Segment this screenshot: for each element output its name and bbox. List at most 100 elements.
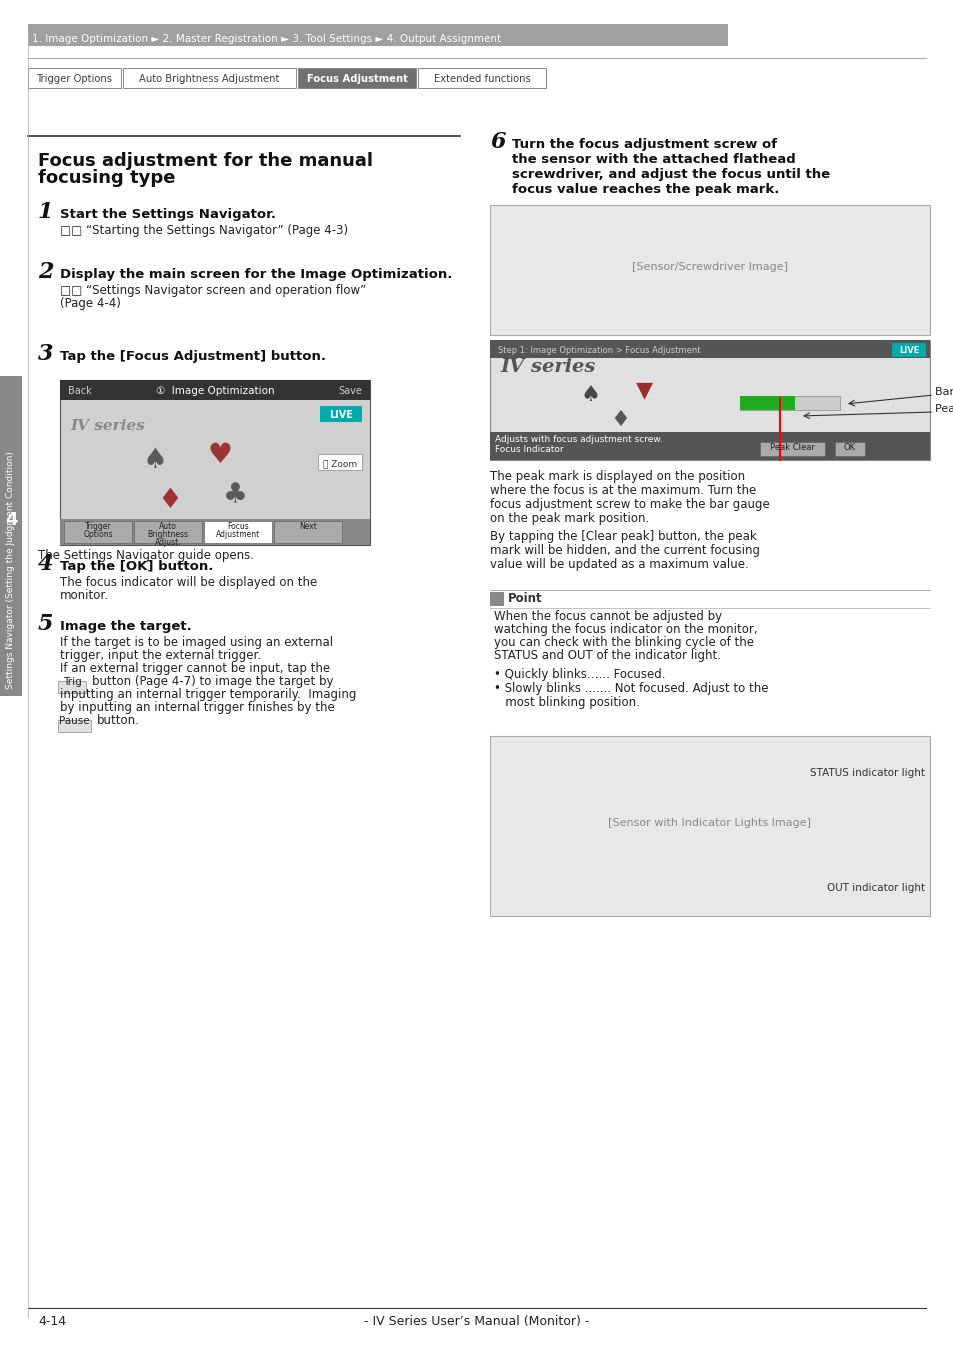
Bar: [123, 67, 295, 88]
Bar: [60, 380, 370, 400]
Text: 3: 3: [38, 342, 53, 365]
Text: OK: OK: [843, 443, 855, 452]
Text: Auto: Auto: [159, 522, 176, 531]
Text: ♥: ♥: [208, 441, 233, 469]
Text: 4-14: 4-14: [38, 1316, 66, 1328]
Text: Focus Indicator: Focus Indicator: [495, 445, 563, 454]
Text: Adjust.: Adjust.: [154, 538, 181, 547]
Bar: [740, 396, 840, 410]
Bar: [417, 67, 545, 88]
Text: [Sensor with Indicator Lights Image]: [Sensor with Indicator Lights Image]: [608, 818, 811, 828]
Text: monitor.: monitor.: [60, 589, 109, 603]
Text: you can check with the blinking cycle of the: you can check with the blinking cycle of…: [494, 636, 753, 648]
Text: 1. Image Optimization ► 2. Master Registration ► 3. Tool Settings ► 4. Output As: 1. Image Optimization ► 2. Master Regist…: [32, 34, 500, 44]
Text: where the focus is at the maximum. Turn the: where the focus is at the maximum. Turn …: [490, 484, 756, 497]
Bar: [891, 342, 925, 357]
Text: Back: Back: [68, 386, 91, 396]
Text: Turn the focus adjustment screw of: Turn the focus adjustment screw of: [512, 137, 777, 151]
Bar: [28, 24, 727, 46]
Text: inputting an internal trigger temporarily.  Imaging: inputting an internal trigger temporaril…: [60, 687, 356, 701]
Text: The focus indicator will be displayed on the: The focus indicator will be displayed on…: [60, 576, 317, 589]
Text: 4: 4: [38, 553, 53, 576]
Bar: [490, 736, 929, 917]
Bar: [0, 376, 22, 696]
Text: button.: button.: [97, 714, 140, 727]
Text: Step 1: Image Optimization > Focus Adjustment: Step 1: Image Optimization > Focus Adjus…: [497, 346, 700, 355]
Text: ♦: ♦: [157, 487, 182, 514]
Text: mark will be hidden, and the current focusing: mark will be hidden, and the current foc…: [490, 545, 760, 557]
Text: Point: Point: [507, 592, 542, 605]
Text: Peak Clear: Peak Clear: [769, 443, 814, 452]
Text: button (Page 4-7) to image the target by: button (Page 4-7) to image the target by: [91, 675, 334, 687]
Bar: [490, 340, 929, 359]
Text: Options: Options: [83, 530, 112, 539]
Text: 5: 5: [38, 613, 53, 635]
Text: If an external trigger cannot be input, tap the: If an external trigger cannot be input, …: [60, 662, 330, 675]
Bar: [60, 380, 370, 545]
Text: 🔍 Zoom: 🔍 Zoom: [323, 460, 356, 468]
Bar: [319, 406, 361, 422]
Bar: [317, 454, 361, 470]
Text: IV series: IV series: [499, 359, 595, 376]
Text: Extended functions: Extended functions: [434, 74, 530, 84]
Text: Settings Navigator (Setting the Judgment Condition): Settings Navigator (Setting the Judgment…: [7, 452, 15, 689]
Text: (Page 4-4): (Page 4-4): [60, 297, 121, 310]
Text: STATUS indicator light: STATUS indicator light: [809, 768, 924, 778]
Text: ♦: ♦: [609, 410, 629, 430]
Text: 6: 6: [490, 131, 505, 154]
Text: Save: Save: [337, 386, 361, 396]
Text: on the peak mark position.: on the peak mark position.: [490, 512, 649, 524]
Text: Trigger: Trigger: [85, 522, 112, 531]
Bar: [274, 520, 341, 543]
Text: value will be updated as a maximum value.: value will be updated as a maximum value…: [490, 558, 748, 572]
Text: Focus: Focus: [227, 522, 249, 531]
Text: 2: 2: [38, 262, 53, 283]
Bar: [490, 592, 503, 607]
Text: Next: Next: [298, 522, 316, 531]
Text: - IV Series User’s Manual (Monitor) -: - IV Series User’s Manual (Monitor) -: [364, 1316, 589, 1328]
Text: IV series: IV series: [70, 419, 145, 433]
Text: LIVE: LIVE: [329, 410, 353, 421]
Text: If the target is to be imaged using an external: If the target is to be imaged using an e…: [60, 636, 333, 648]
Text: Trigger Options: Trigger Options: [36, 74, 112, 84]
Text: Auto Brightness Adjustment: Auto Brightness Adjustment: [139, 74, 279, 84]
Bar: [490, 431, 929, 460]
Text: • Quickly blinks…... Focused.: • Quickly blinks…... Focused.: [494, 669, 665, 681]
Bar: [133, 520, 202, 543]
Bar: [834, 442, 864, 456]
Text: 1: 1: [38, 201, 53, 222]
Text: ①  Image Optimization: ① Image Optimization: [155, 386, 274, 396]
Bar: [297, 67, 416, 88]
Text: Bar gauge: Bar gauge: [934, 387, 953, 398]
Text: Adjustment: Adjustment: [215, 530, 260, 539]
Text: ■: ■: [492, 594, 501, 604]
Bar: [204, 520, 272, 543]
Text: watching the focus indicator on the monitor,: watching the focus indicator on the moni…: [494, 623, 757, 636]
Text: most blinking position.: most blinking position.: [494, 696, 639, 709]
Text: LIVE: LIVE: [898, 346, 919, 355]
Bar: [490, 205, 929, 336]
Bar: [740, 396, 794, 410]
Text: ♠: ♠: [142, 446, 168, 474]
Text: Trig: Trig: [63, 677, 81, 687]
Text: focus value reaches the peak mark.: focus value reaches the peak mark.: [512, 183, 779, 195]
Text: • Slowly blinks ....... Not focused. Adjust to the: • Slowly blinks ....... Not focused. Adj…: [494, 682, 768, 696]
Text: focus adjustment screw to make the bar gauge: focus adjustment screw to make the bar g…: [490, 497, 769, 511]
Bar: [760, 442, 824, 456]
Text: ▼: ▼: [636, 380, 653, 400]
Text: ♣: ♣: [222, 481, 247, 510]
Text: ♠: ♠: [579, 386, 599, 404]
Text: Image the target.: Image the target.: [60, 620, 192, 634]
Text: Pause: Pause: [59, 716, 90, 727]
Text: STATUS and OUT of the indicator light.: STATUS and OUT of the indicator light.: [494, 648, 720, 662]
Bar: [58, 720, 91, 732]
Text: OUT indicator light: OUT indicator light: [826, 883, 924, 892]
Bar: [490, 340, 929, 460]
Text: By tapping the [Clear peak] button, the peak: By tapping the [Clear peak] button, the …: [490, 530, 756, 543]
Text: screwdriver, and adjust the focus until the: screwdriver, and adjust the focus until …: [512, 168, 829, 181]
Text: [Sensor/Screwdriver Image]: [Sensor/Screwdriver Image]: [631, 262, 787, 272]
Text: □□ “Starting the Settings Navigator” (Page 4-3): □□ “Starting the Settings Navigator” (Pa…: [60, 224, 348, 237]
Text: Adjusts with focus adjustment screw.: Adjusts with focus adjustment screw.: [495, 435, 662, 443]
Text: When the focus cannot be adjusted by: When the focus cannot be adjusted by: [494, 611, 721, 623]
Bar: [58, 681, 86, 693]
